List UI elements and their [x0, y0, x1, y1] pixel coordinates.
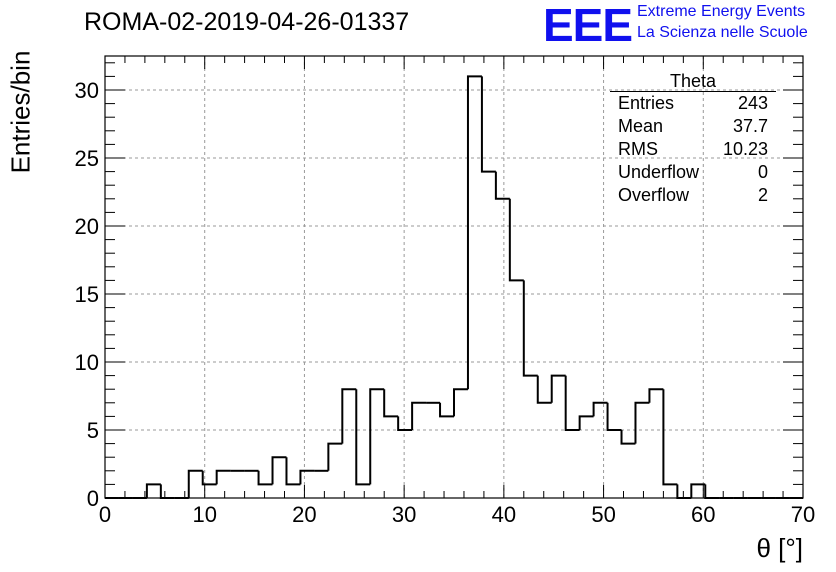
histogram-bin — [564, 375, 580, 431]
histogram-bin — [341, 388, 357, 444]
stats-row-underflow: Underflow 0 — [610, 161, 776, 184]
histogram-bin — [271, 456, 287, 485]
histogram-bin — [369, 388, 385, 485]
chart-title: ROMA-02-2019-04-26-01337 — [84, 8, 410, 36]
x-tick-label: 60 — [691, 502, 715, 527]
histogram-bin — [592, 401, 608, 417]
stats-row-entries: Entries 243 — [610, 92, 776, 115]
stats-label: Overflow — [618, 185, 690, 205]
y-tick-label: 0 — [87, 486, 99, 511]
stats-value: 2 — [757, 185, 768, 205]
histogram-bin — [466, 75, 482, 390]
histogram-bin — [648, 388, 664, 403]
stats-row-mean: Mean 37.7 — [610, 115, 776, 138]
x-tick-label: 70 — [791, 502, 815, 527]
stats-row-overflow: Overflow 2 — [610, 184, 776, 207]
x-tick-label: 20 — [292, 502, 316, 527]
stats-label: Underflow — [618, 162, 700, 182]
histogram-bin — [215, 469, 231, 485]
y-tick-label: 25 — [75, 146, 99, 171]
histogram-bin — [578, 415, 594, 430]
org-name-line1: Extreme Energy Events — [637, 3, 806, 20]
y-tick-label: 15 — [75, 282, 99, 307]
plot-frame — [104, 55, 804, 499]
histogram-bin — [508, 198, 524, 282]
stats-label: RMS — [618, 139, 658, 159]
histogram-bin — [327, 442, 343, 471]
histogram-bin — [397, 416, 413, 431]
y-tick-label: 10 — [75, 350, 99, 375]
stats-value: 10.23 — [722, 139, 768, 159]
y-tick-label: 20 — [75, 214, 99, 239]
stats-histogram-name: Theta — [610, 72, 776, 92]
y-tick-label: 30 — [75, 78, 99, 103]
stats-value: 243 — [737, 93, 768, 113]
histogram-bin — [257, 470, 273, 486]
histogram-bin — [299, 469, 315, 485]
x-tick-label: 30 — [392, 502, 416, 527]
stats-value: 37.7 — [732, 116, 768, 136]
stats-row-rms: RMS 10.23 — [610, 138, 776, 161]
x-tick-label: 40 — [492, 502, 516, 527]
histogram-bin — [411, 401, 427, 430]
histogram-bin — [285, 457, 301, 486]
x-axis-label: θ [°] — [756, 533, 803, 563]
histogram-bin — [480, 76, 496, 173]
y-tick-label: 5 — [87, 418, 99, 443]
axes-frame — [104, 55, 804, 499]
stats-label: Mean — [618, 116, 664, 136]
y-axis-label: Entries/bin — [5, 50, 36, 174]
histogram-bin — [355, 389, 371, 486]
histogram-bin — [187, 469, 203, 498]
x-tick-label: 0 — [99, 502, 111, 527]
histogram-bin — [606, 402, 622, 431]
stats-label: Entries — [618, 93, 675, 113]
histogram-bin — [550, 374, 566, 403]
histogram-bin — [662, 389, 678, 486]
axis-ticks — [104, 56, 804, 499]
x-tick-labels: 0 10 20 30 40 50 60 70 — [99, 502, 815, 527]
histogram-bin — [439, 402, 454, 418]
x-tick-label: 50 — [591, 502, 615, 527]
histogram-bin — [145, 483, 161, 498]
histogram-bin — [494, 171, 510, 200]
histogram-bin — [536, 375, 552, 404]
histogram-bin — [522, 280, 538, 377]
histogram-bin — [676, 484, 692, 499]
eee-logo: EEE — [543, 0, 633, 51]
x-tick-label: 10 — [192, 502, 216, 527]
histogram-bin — [620, 430, 636, 445]
org-name-line2: La Scienza nelle Scuole — [637, 24, 808, 41]
stats-value: 0 — [757, 162, 768, 182]
stats-box: Theta Entries 243 Mean 37.7 RMS 10.23 Un… — [610, 72, 776, 207]
histogram-bin — [201, 470, 217, 486]
histogram-bin — [704, 484, 720, 499]
histogram-bin — [383, 389, 399, 418]
y-tick-labels: 0 5 10 15 20 25 30 — [75, 78, 99, 511]
histogram-bin — [453, 388, 468, 417]
histogram-bin — [634, 401, 650, 444]
histogram-bin — [690, 483, 706, 498]
histogram-bin — [159, 484, 175, 499]
grid-lines — [105, 56, 803, 498]
